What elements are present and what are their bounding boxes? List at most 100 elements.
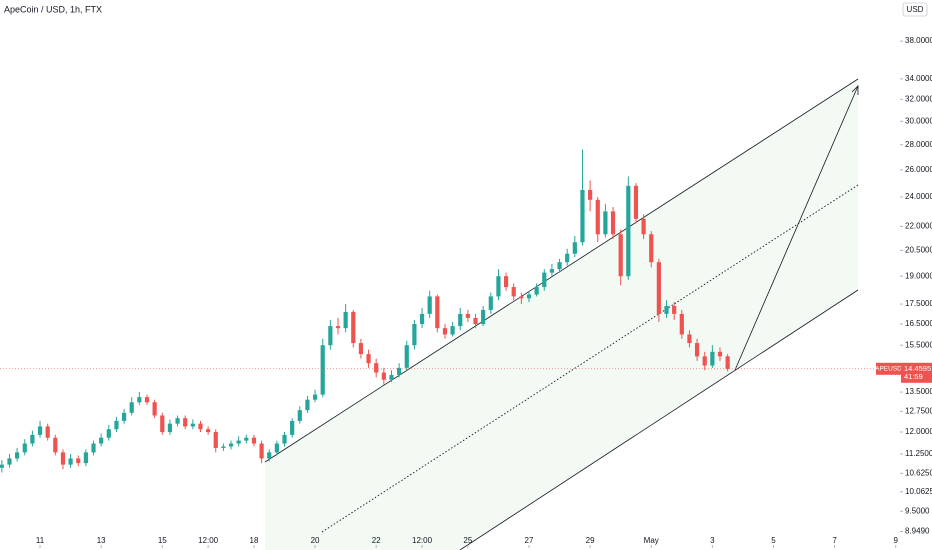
- y-tick-label: 15.5000: [905, 340, 932, 349]
- channel-lower: [459, 289, 859, 550]
- candle-body: [725, 356, 730, 369]
- x-tick-label: 3: [710, 536, 715, 545]
- y-tick-label: 28.0000: [905, 140, 932, 149]
- y-tick-label: 24.0000: [905, 192, 932, 201]
- candle-body: [152, 402, 157, 416]
- candle-body: [649, 234, 654, 263]
- x-tick-label: 13: [97, 536, 106, 545]
- y-tick-label: 32.0000: [905, 95, 932, 104]
- candle-body: [190, 423, 195, 427]
- y-tick-label: 22.0000: [905, 222, 932, 231]
- x-tick-label: 7: [832, 536, 837, 545]
- candle-body: [511, 287, 516, 297]
- candle-body: [290, 420, 295, 435]
- candle-body: [137, 397, 142, 403]
- candle-body: [60, 452, 66, 465]
- x-tick-label: 5: [771, 536, 776, 545]
- candle-body: [534, 287, 539, 295]
- candle-body: [717, 351, 723, 357]
- candle-body: [503, 276, 509, 288]
- candle-body: [236, 440, 241, 444]
- symbol-label: APEUSD: [875, 366, 902, 373]
- candle-body: [656, 262, 661, 314]
- candle-body: [206, 429, 211, 433]
- candle-body: [549, 269, 555, 273]
- candle-body: [526, 294, 532, 299]
- candle-body: [30, 434, 35, 444]
- candle-body: [419, 313, 425, 325]
- candle-body: [580, 189, 585, 243]
- candle-body: [0, 464, 4, 468]
- candle-body: [106, 429, 111, 438]
- candle-body: [183, 418, 188, 427]
- candle-body: [473, 317, 478, 325]
- y-tick-label: 12.7500: [905, 407, 932, 416]
- channel-fill: [265, 79, 858, 550]
- candle-body: [221, 446, 226, 448]
- candle-body: [641, 218, 646, 235]
- x-tick-label: 27: [525, 536, 534, 545]
- candle-body: [496, 276, 501, 297]
- y-tick-label: 16.5000: [905, 319, 932, 328]
- candle-body: [7, 458, 12, 465]
- candle-body: [121, 412, 127, 421]
- y-tick-label: 12.0000: [905, 427, 932, 436]
- candle-body: [435, 296, 440, 329]
- y-tick-label: 34.0000: [905, 74, 932, 83]
- candle-body: [374, 363, 379, 373]
- candle-body: [335, 326, 341, 329]
- x-tick-label: 29: [586, 536, 595, 545]
- candle-body: [664, 306, 669, 314]
- candle-body: [465, 313, 470, 318]
- candle-body: [672, 306, 677, 314]
- candle-body: [381, 372, 386, 380]
- candle-body: [412, 324, 417, 346]
- candle-body: [45, 426, 50, 438]
- x-tick-label: 11: [36, 536, 45, 545]
- candle-body: [22, 443, 27, 453]
- arrow-line: [734, 85, 859, 371]
- candle-body: [175, 418, 180, 424]
- candle-body: [519, 296, 524, 299]
- candle-body: [305, 399, 310, 411]
- candle-body: [450, 326, 455, 335]
- candle-body: [358, 343, 364, 355]
- candle-body: [458, 313, 463, 327]
- x-tick-label: May: [644, 536, 659, 545]
- y-tick-label: 30.0000: [905, 116, 932, 125]
- symbol-badge: [876, 362, 901, 375]
- channel-drawing: [264, 78, 859, 550]
- arrow-head: [851, 85, 859, 95]
- candle-body: [702, 356, 707, 366]
- x-tick-label: 25: [463, 536, 472, 545]
- x-tick-label: 9: [893, 536, 898, 545]
- channel-median: [321, 184, 859, 533]
- candle-body: [15, 452, 20, 459]
- candle-body: [228, 443, 234, 447]
- candle-body: [588, 189, 593, 200]
- candle-body: [53, 437, 58, 453]
- candle-body: [282, 434, 287, 444]
- candle-body: [251, 437, 257, 444]
- candle-body: [144, 397, 150, 403]
- chart-title: ApeCoin / USD, 1h, FTX: [4, 4, 102, 14]
- x-tick-label: 15: [158, 536, 167, 545]
- candle-body: [99, 437, 104, 444]
- candle-body: [397, 367, 402, 375]
- candle-body: [427, 296, 432, 314]
- candle-body: [366, 354, 371, 364]
- candle-body: [259, 443, 264, 459]
- currency-label: USD: [907, 5, 924, 14]
- y-tick-label: 10.6250: [905, 468, 932, 477]
- y-tick-label: 17.5000: [905, 299, 932, 308]
- candle-body: [351, 311, 356, 344]
- countdown-label: 41:59: [904, 372, 923, 381]
- candle-body: [328, 326, 333, 346]
- x-tick-label: 22: [372, 536, 381, 545]
- candle-body: [114, 420, 119, 430]
- candle-body: [312, 394, 318, 400]
- candle-body: [91, 443, 96, 453]
- candle-body: [687, 334, 692, 344]
- candle-body: [442, 328, 448, 335]
- candle-body: [710, 351, 715, 366]
